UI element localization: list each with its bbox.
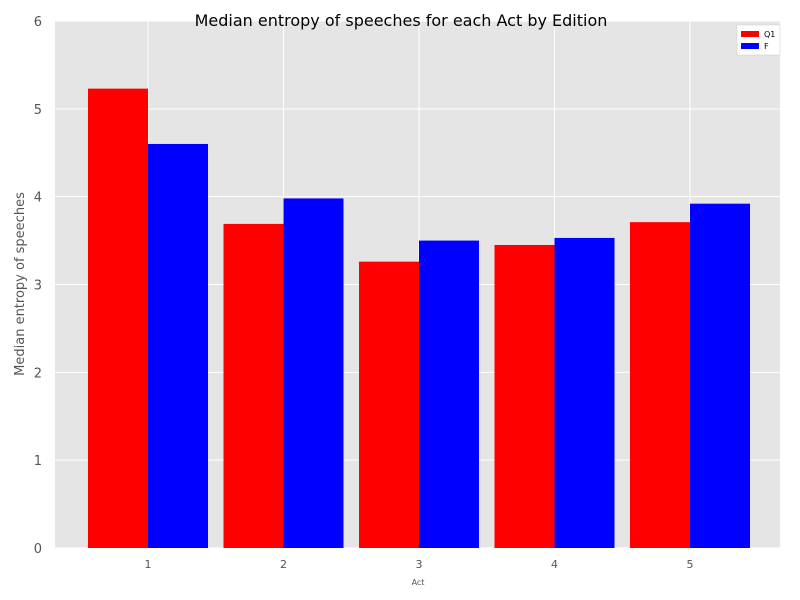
x-axis-label: Act — [412, 578, 425, 587]
legend: Q1 F — [736, 24, 781, 56]
x-tick-label: 2 — [280, 558, 287, 571]
bars — [88, 88, 750, 549]
y-tick-label: 3 — [34, 279, 42, 294]
y-tick-label: 6 — [34, 15, 42, 30]
legend-box — [736, 24, 781, 56]
y-tick-label: 4 — [34, 191, 42, 206]
bar-f-act-5 — [690, 203, 750, 548]
bar-q1-act-5 — [630, 222, 690, 548]
y-axis-label: Median entropy of speeches — [13, 192, 28, 376]
legend-swatch-q1 — [741, 31, 759, 37]
bar-q1-act-1 — [88, 88, 148, 549]
x-tick-label: 3 — [416, 558, 423, 571]
bar-q1-act-4 — [494, 244, 555, 548]
bar-f-act-2 — [283, 198, 344, 548]
bar-q1-act-2 — [223, 223, 284, 548]
legend-label-q1: Q1 — [764, 30, 775, 39]
y-axis-ticks: 0 1 2 3 4 5 6 — [34, 15, 42, 557]
legend-label-f: F — [764, 42, 769, 51]
y-tick-label: 5 — [34, 103, 42, 118]
x-tick-label: 1 — [145, 558, 152, 571]
x-axis-ticks: 1 2 3 4 5 — [145, 558, 694, 571]
bar-f-act-3 — [419, 240, 479, 549]
chart-title: Median entropy of speeches for each Act … — [195, 11, 608, 30]
bar-f-act-1 — [148, 143, 208, 548]
bar-f-act-4 — [554, 237, 615, 548]
y-tick-label: 0 — [34, 542, 42, 557]
y-tick-label: 2 — [34, 366, 42, 381]
x-tick-label: 5 — [687, 558, 694, 571]
y-tick-label: 1 — [34, 454, 42, 469]
legend-swatch-f — [741, 43, 759, 49]
bar-q1-act-3 — [359, 261, 419, 548]
x-tick-label: 4 — [551, 558, 558, 571]
